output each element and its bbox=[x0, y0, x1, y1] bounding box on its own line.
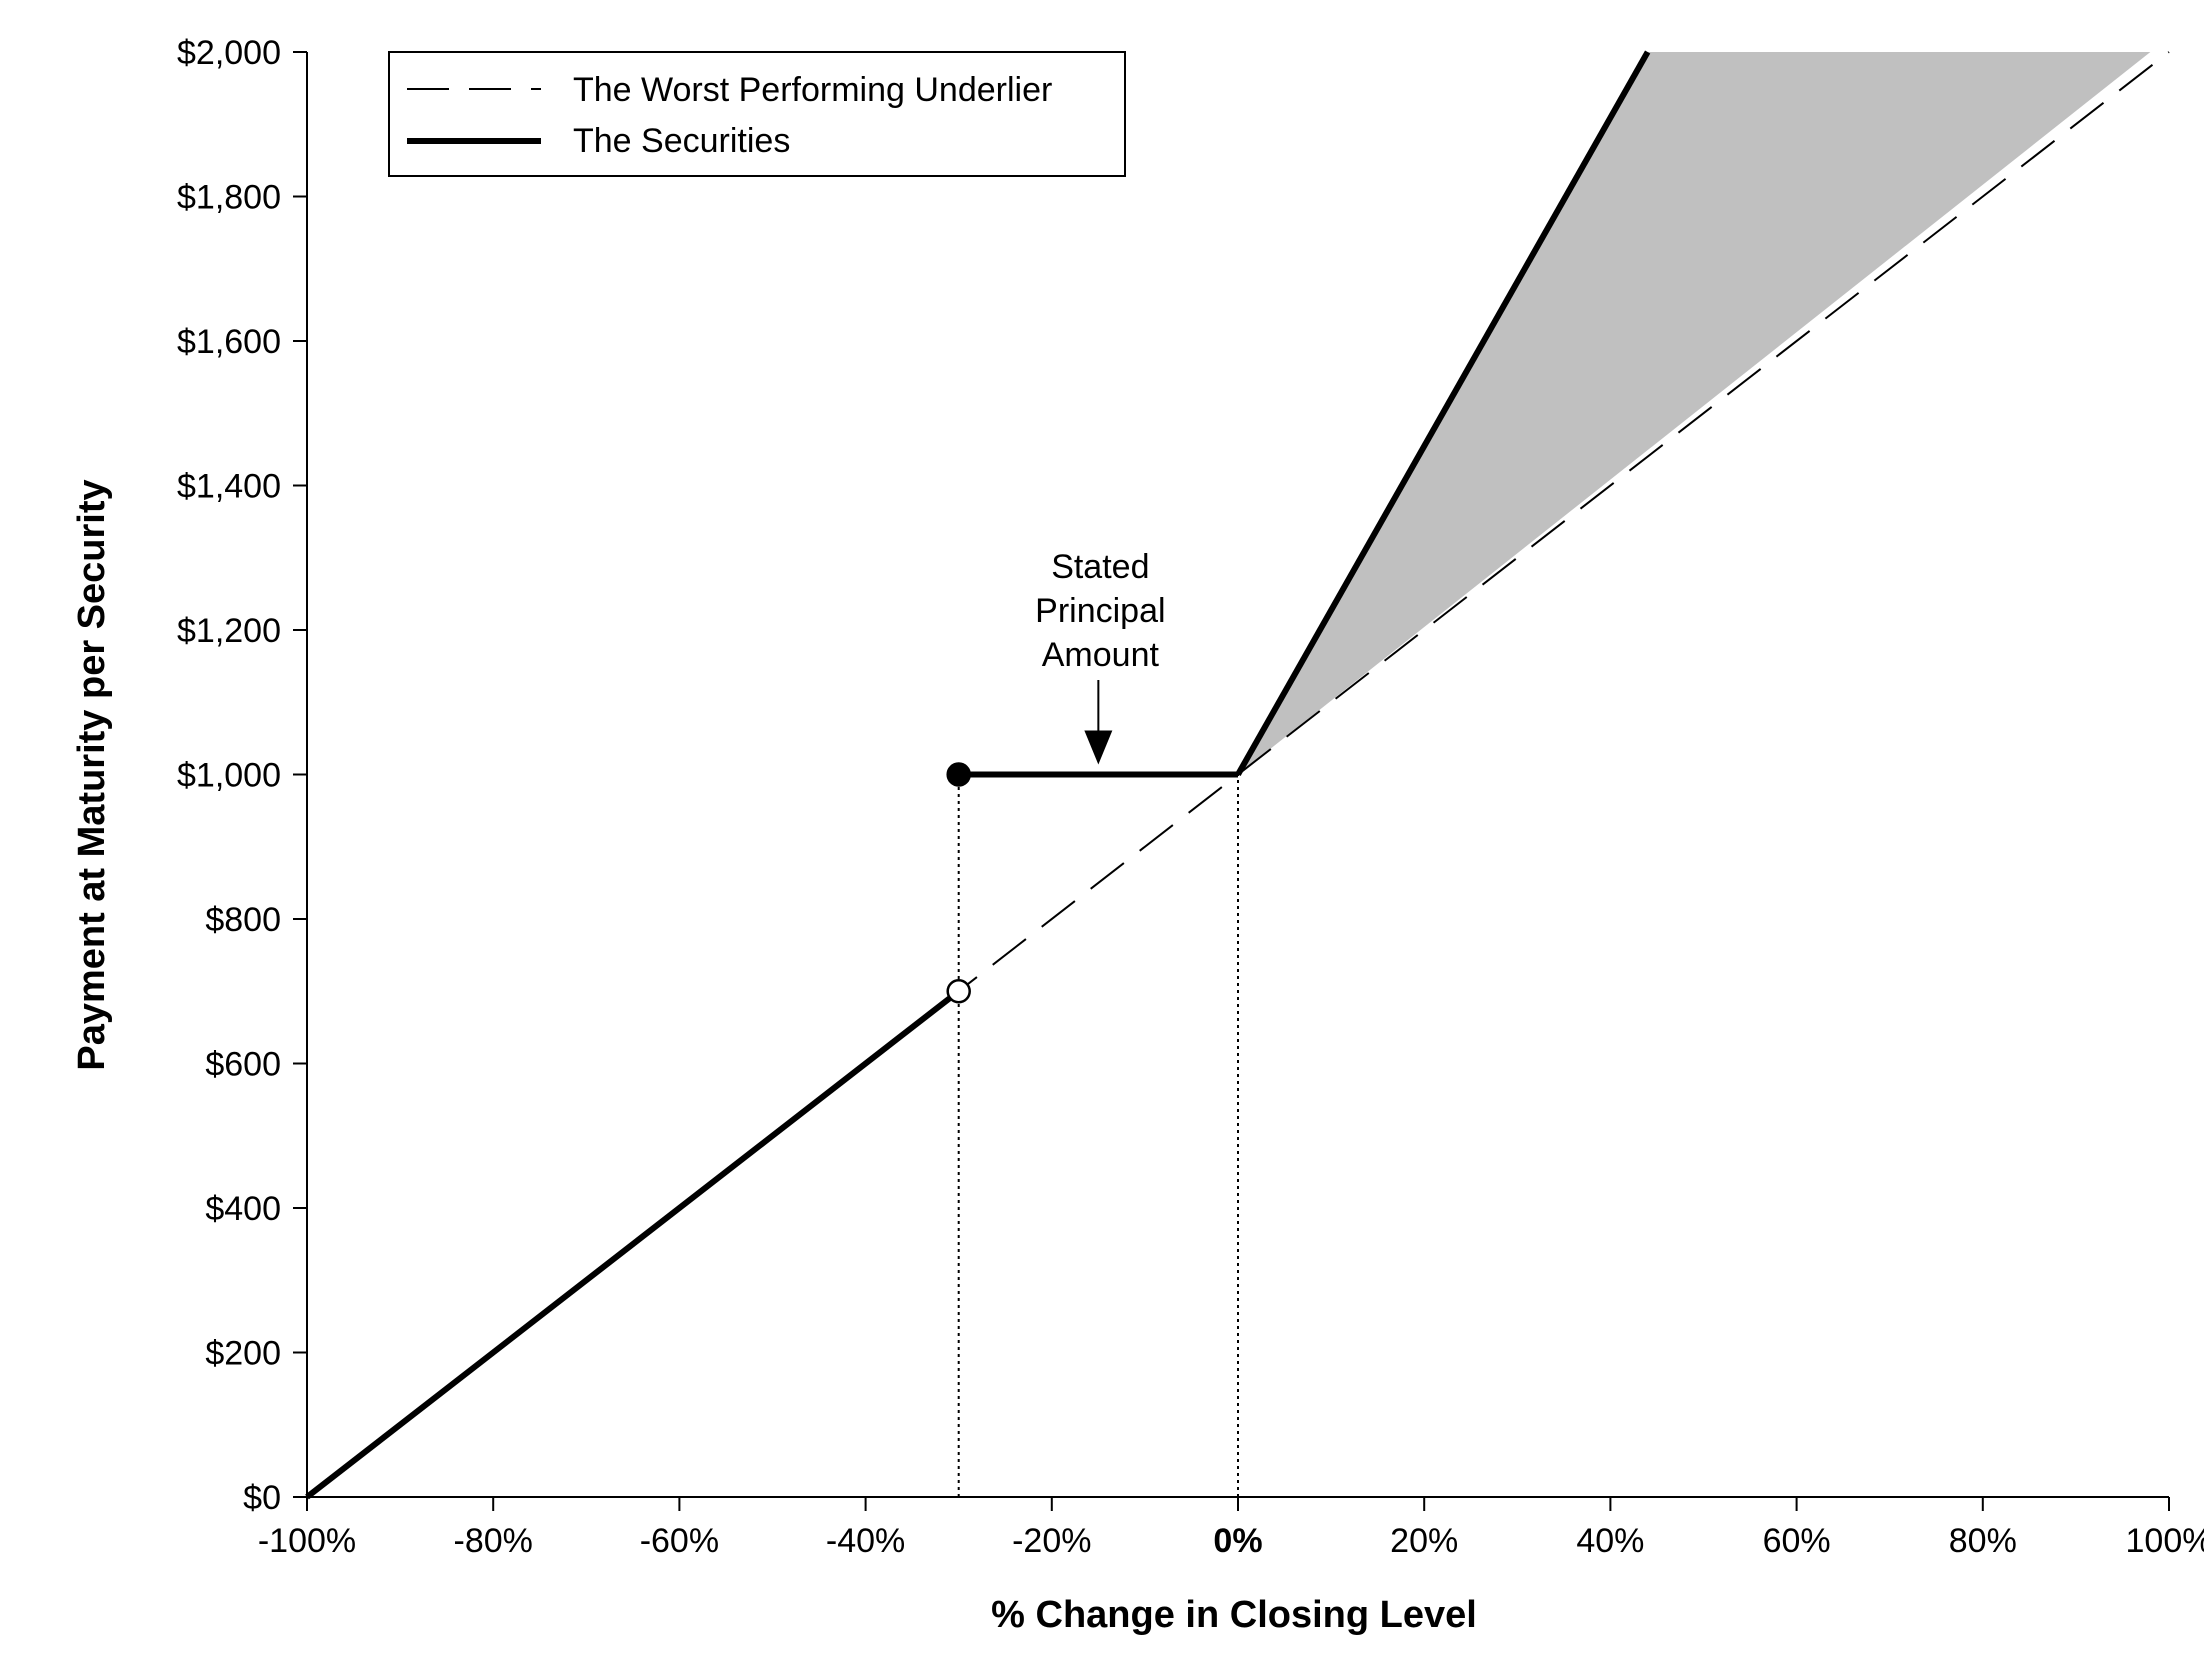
reference-lines bbox=[957, 774, 1239, 1497]
y-tick-label: $200 bbox=[205, 1335, 281, 1373]
y-tick-label: $1,600 bbox=[177, 323, 281, 361]
shaded-upside-region bbox=[1238, 52, 2151, 775]
x-tick-label: -80% bbox=[454, 1522, 533, 1560]
x-tick-label: 60% bbox=[1763, 1522, 1831, 1560]
legend-label-securities: The Securities bbox=[573, 122, 790, 160]
x-tick-label: 20% bbox=[1390, 1522, 1458, 1560]
x-tick-label: 0% bbox=[1213, 1522, 1262, 1560]
x-tick-label: -60% bbox=[640, 1522, 719, 1560]
x-tick-label: 80% bbox=[1949, 1522, 2017, 1560]
y-tick-label: $1,800 bbox=[177, 179, 281, 217]
markers bbox=[946, 762, 971, 1004]
y-tick-label: $400 bbox=[205, 1190, 281, 1228]
y-axis-title: Payment at Maturity per Security bbox=[71, 479, 113, 1070]
principal-annotation: Stated Principal Amount bbox=[1035, 548, 1166, 765]
y-tick-label: $1,400 bbox=[177, 468, 281, 506]
series-lines bbox=[305, 50, 2170, 1500]
legend: The Worst Performing Underlier The Secur… bbox=[388, 51, 1126, 177]
y-tick-label: $800 bbox=[205, 901, 281, 939]
y-ticks: $0 $200 $400 $600 $800 $1,000 $1,200 $1,400 $1,6… bbox=[177, 34, 307, 1517]
filled-marker-0 bbox=[946, 762, 971, 787]
x-axis-title: % Change in Closing Level bbox=[991, 1594, 1477, 1636]
legend-box bbox=[388, 51, 1126, 177]
y-tick-label: $0 bbox=[243, 1479, 281, 1517]
x-tick-label: 100% bbox=[2126, 1522, 2204, 1560]
y-tick-label: $1,200 bbox=[177, 612, 281, 650]
x-ticks: -100% -80% -60% -40% -20% 0% 20% 40% 60% 80% 100% bbox=[258, 1497, 2204, 1560]
annotation-line-2: Principal bbox=[1035, 592, 1165, 630]
legend-label-underlier: The Worst Performing Underlier bbox=[573, 71, 1052, 109]
y-tick-label: $2,000 bbox=[177, 34, 281, 72]
x-tick-label: -40% bbox=[826, 1522, 905, 1560]
annotation-line-1: Stated bbox=[1051, 548, 1149, 586]
annotation-arrow-head bbox=[1084, 730, 1113, 765]
y-tick-label: $1,000 bbox=[177, 757, 281, 795]
y-tick-label: $600 bbox=[205, 1046, 281, 1084]
x-tick-label: 40% bbox=[1576, 1522, 1644, 1560]
series-the-securities-segment-2 bbox=[1235, 50, 1651, 776]
x-tick-label: -100% bbox=[258, 1522, 356, 1560]
annotation-line-3: Amount bbox=[1042, 636, 1160, 674]
x-tick-label: -20% bbox=[1012, 1522, 1091, 1560]
open-marker-1 bbox=[946, 979, 971, 1004]
series-the-securities-segment-0 bbox=[305, 988, 961, 1500]
shaded-region bbox=[1238, 52, 2151, 775]
